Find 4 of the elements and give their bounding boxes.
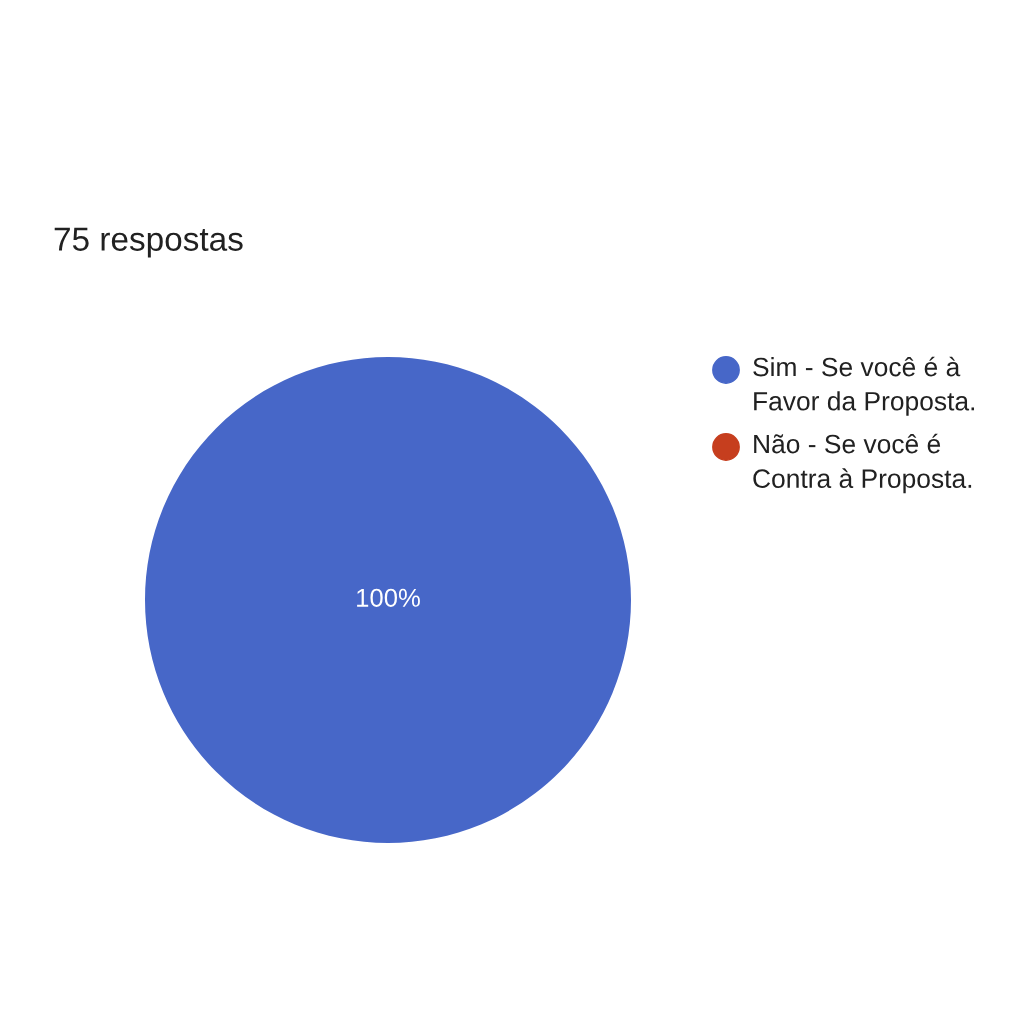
chart-title: 75 respostas (54, 227, 243, 258)
data-label: 100% (357, 588, 420, 607)
legend-label: Sim - Se você é à Favor da Proposta. (753, 356, 975, 416)
legend-label: Não - Se você é Contra à Proposta. (753, 433, 972, 494)
